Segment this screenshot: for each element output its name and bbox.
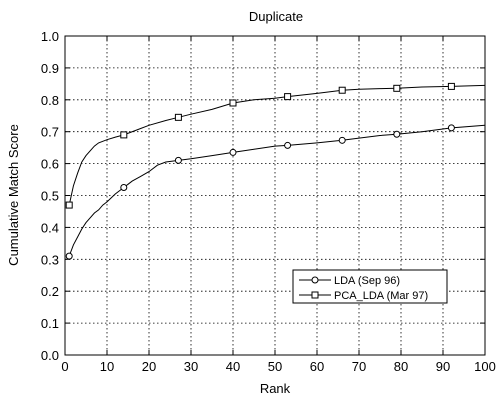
lda-point-marker — [65, 252, 73, 260]
series-line-pca-lda — [68, 84, 486, 206]
legend: LDA (Sep 96) PCA_LDA (Mar 97) — [292, 269, 448, 304]
pca-lda-point-marker — [174, 113, 182, 121]
y-tick-label: 0.0 — [41, 348, 59, 363]
x-tick-label: 10 — [100, 359, 114, 374]
pca-lda-point-marker — [284, 93, 292, 101]
pca-lda-point-marker — [447, 82, 455, 90]
pca-lda-point-marker — [120, 131, 128, 139]
x-tick-label: 30 — [184, 359, 198, 374]
y-tick-label: 0.3 — [41, 252, 59, 267]
legend-box — [292, 269, 448, 304]
y-tick-label: 1.0 — [41, 29, 59, 44]
series-line-lda — [68, 124, 486, 257]
lda-point-marker — [120, 184, 128, 192]
x-tick-label: 60 — [310, 359, 324, 374]
y-tick-label: 0.6 — [41, 157, 59, 172]
axis-ticks: 0 10 20 30 40 50 60 70 80 90 100 0.0 0.1 0.2 0.3 0.4 0.5… — [41, 29, 496, 374]
x-tick-label: 40 — [226, 359, 240, 374]
lda-point-marker — [174, 156, 182, 164]
lda-point-marker — [447, 124, 455, 132]
y-tick-label: 0.4 — [41, 220, 59, 235]
lda-point-marker — [284, 141, 292, 149]
legend-entry-lda: LDA (Sep 96) — [299, 275, 400, 287]
series-group — [65, 82, 486, 260]
pca-lda-point-marker — [393, 84, 401, 92]
y-tick-label: 0.2 — [41, 284, 59, 299]
x-tick-label: 20 — [142, 359, 156, 374]
y-tick-label: 0.7 — [41, 125, 59, 140]
y-tick-label: 0.9 — [41, 61, 59, 76]
legend-entry-pca-lda: PCA_LDA (Mar 97) — [299, 290, 428, 302]
legend-label-lda: LDA (Sep 96) — [334, 275, 400, 287]
x-tick-label: 80 — [394, 359, 408, 374]
y-axis-label: Cumulative Match Score — [6, 124, 21, 266]
x-axis-label: Rank — [260, 381, 291, 396]
x-tick-label: 100 — [474, 359, 496, 374]
grid-lines — [65, 36, 485, 355]
y-tick-label: 0.8 — [41, 93, 59, 108]
y-tick-label: 0.1 — [41, 316, 59, 331]
lda-point-marker — [338, 136, 346, 144]
x-tick-label: 50 — [268, 359, 282, 374]
legend-label-pca-lda: PCA_LDA (Mar 97) — [334, 290, 428, 302]
chart-title: Duplicate — [249, 9, 303, 24]
lda-point-marker — [229, 148, 237, 156]
legend-square-marker — [311, 291, 319, 299]
x-tick-label: 0 — [61, 359, 68, 374]
pca-lda-point-marker — [338, 86, 346, 94]
legend-circle-marker — [311, 276, 319, 284]
pca-lda-point-marker — [229, 99, 237, 107]
x-tick-label: 70 — [352, 359, 366, 374]
y-tick-label: 0.5 — [41, 189, 59, 204]
pca-lda-point-marker — [65, 201, 73, 209]
x-tick-label: 90 — [436, 359, 450, 374]
lda-point-marker — [393, 130, 401, 138]
